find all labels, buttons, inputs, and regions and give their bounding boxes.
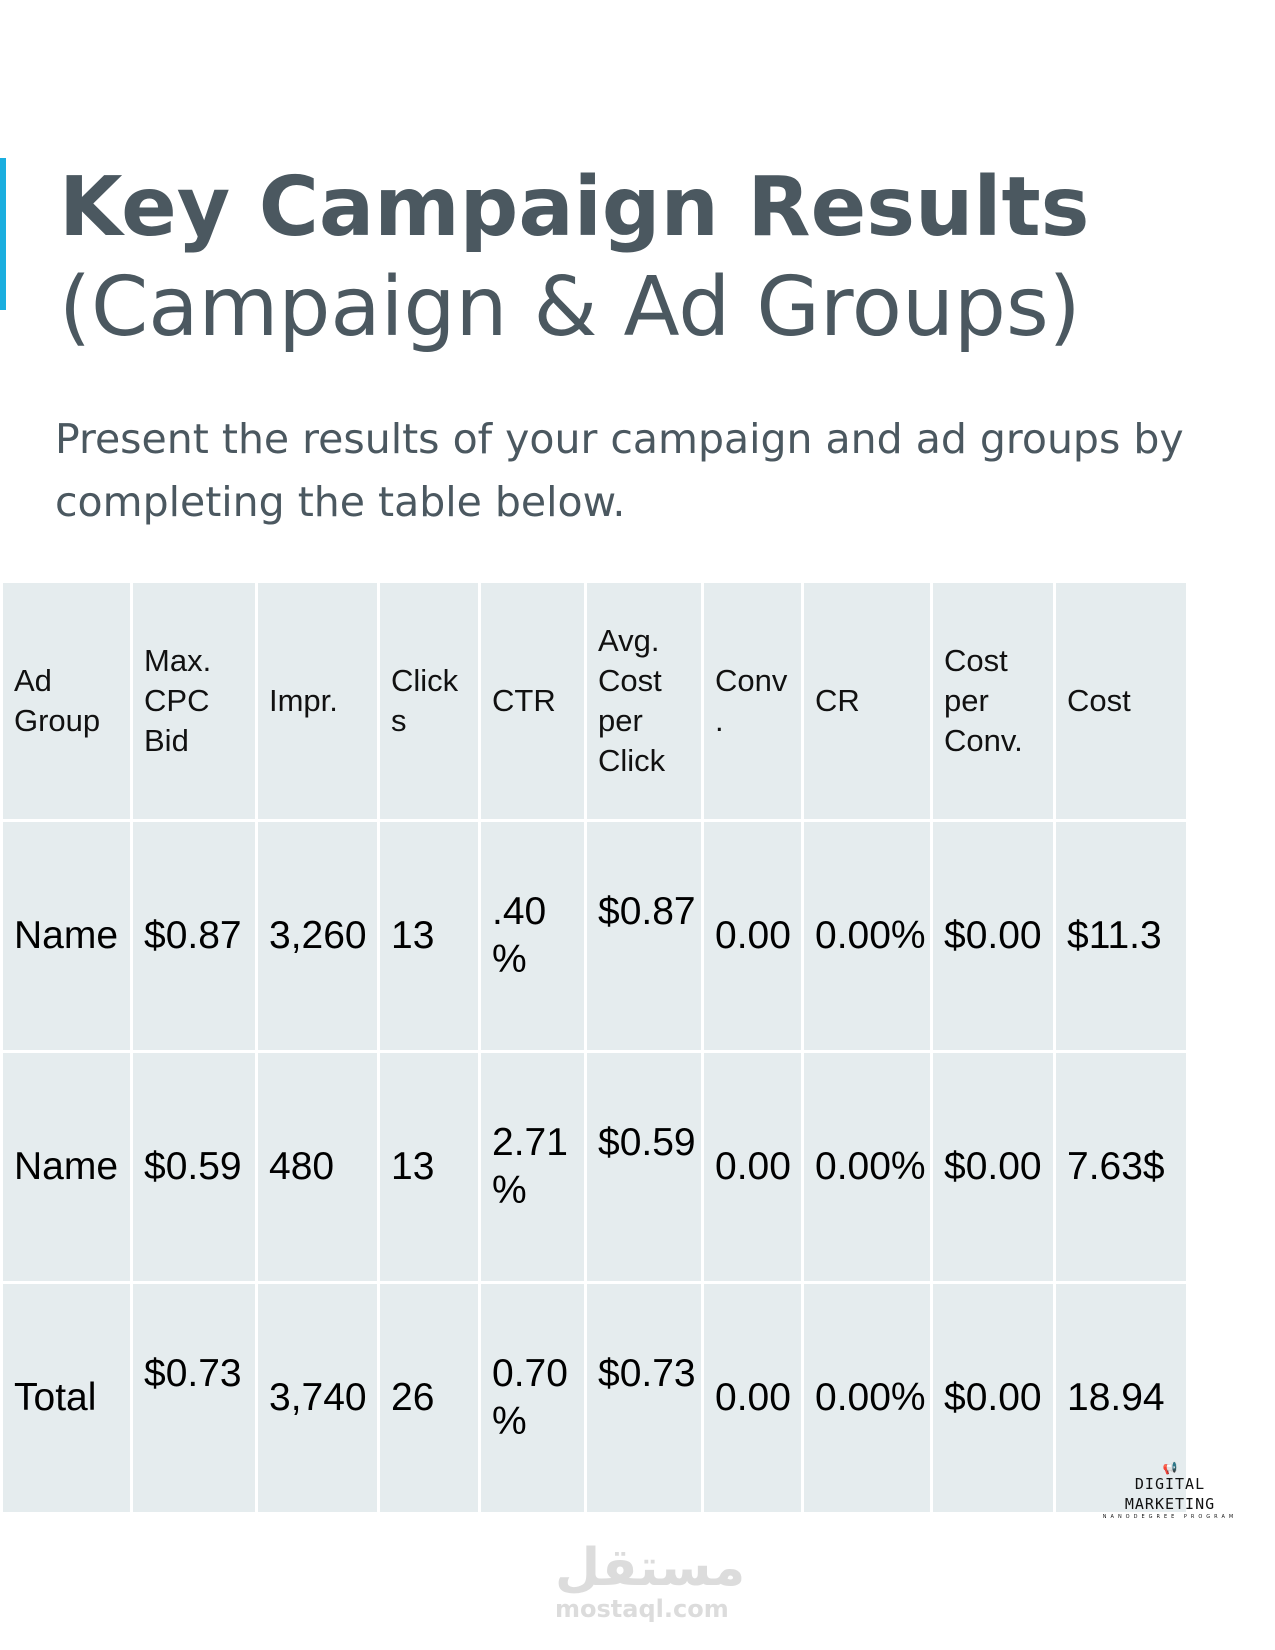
table-cell: 18.94	[1056, 1284, 1186, 1512]
table-row: Name $0.59 480 13 2.71 % $0.59 0.00 0.00% $0.00 7…	[3, 1053, 1186, 1281]
megaphone-icon: 📢	[1162, 1461, 1178, 1475]
column-header: Cost	[1056, 583, 1186, 819]
column-header: CR	[804, 583, 930, 819]
table-cell: $0.59	[133, 1053, 255, 1281]
table-cell: 13	[380, 822, 478, 1050]
column-header: Conv .	[704, 583, 801, 819]
table-cell: $0.87	[587, 822, 701, 1050]
watermark-arabic: مستقل	[555, 1538, 746, 1598]
logo-subtext: NANODEGREE PROGRAM	[1102, 1514, 1238, 1520]
table-row: Total $0.73 3,740 26 0.70 % $0.73 0.00 0.00% $0.…	[3, 1284, 1186, 1512]
table-row: Name $0.87 3,260 13.40 % $0.87 0.00 0.00% $0.00…	[3, 822, 1186, 1050]
table-cell: $0.73	[587, 1284, 701, 1512]
subtitle: Present the results of your campaign and…	[55, 415, 1184, 526]
column-header: Ad Group	[3, 583, 130, 819]
table-cell: 2.71 %	[481, 1053, 584, 1281]
watermark: مستقل mostaql.com	[555, 1538, 746, 1623]
table-cell: 13	[380, 1053, 478, 1281]
table-cell: 3,260	[258, 822, 377, 1050]
table-cell: Name	[3, 1053, 130, 1281]
table-cell: 0.00	[704, 1284, 801, 1512]
column-header: Avg. Cost per Click	[587, 583, 701, 819]
table-cell: 0.00	[704, 1053, 801, 1281]
table-cell: 480	[258, 1053, 377, 1281]
table-cell: 7.63$	[1056, 1053, 1186, 1281]
title-line-2: (Campaign & Ad Groups)	[59, 260, 1081, 355]
table-cell: $0.87	[133, 822, 255, 1050]
header-row: Ad Group Max. CPC Bid Impr. Click s CTR Avg. …	[3, 583, 1186, 819]
watermark-latin: mostaql.com	[555, 1595, 729, 1623]
table-cell: $0.59	[587, 1053, 701, 1281]
table-cell: .40 %	[481, 822, 584, 1050]
table-cell: 0.00%	[804, 1053, 930, 1281]
table-cell: 0.00%	[804, 1284, 930, 1512]
results-table: Ad Group Max. CPC Bid Impr. Click s CTR Avg. …	[0, 580, 1189, 1515]
column-header: CTR	[481, 583, 584, 819]
table-cell: Total	[3, 1284, 130, 1512]
table-cell: 0.00	[704, 822, 801, 1050]
column-header: Click s	[380, 583, 478, 819]
table-cell: $0.73	[133, 1284, 255, 1512]
table-cell: $0.00	[933, 1284, 1053, 1512]
logo-text: DIGITAL MARKETING	[1124, 1475, 1216, 1513]
table-cell: $11.3	[1056, 822, 1186, 1050]
table-cell: 0.00%	[804, 822, 930, 1050]
table-cell: 0.70 %	[481, 1284, 584, 1512]
column-header: Impr.	[258, 583, 377, 819]
accent-bar	[0, 158, 6, 310]
page-title: Key Campaign Results (Campaign & Ad Grou…	[59, 158, 1090, 358]
table-cell: 3,740	[258, 1284, 377, 1512]
logo: 📢 DIGITAL MARKETING NANODEGREE PROGRAM	[1100, 1462, 1240, 1520]
table-cell: 26	[380, 1284, 478, 1512]
column-header: Max. CPC Bid	[133, 583, 255, 819]
table-cell: Name	[3, 822, 130, 1050]
table-cell: $0.00	[933, 1053, 1053, 1281]
title-line-1: Key Campaign Results	[59, 160, 1090, 255]
column-header: Cost per Conv.	[933, 583, 1053, 819]
table-cell: $0.00	[933, 822, 1053, 1050]
